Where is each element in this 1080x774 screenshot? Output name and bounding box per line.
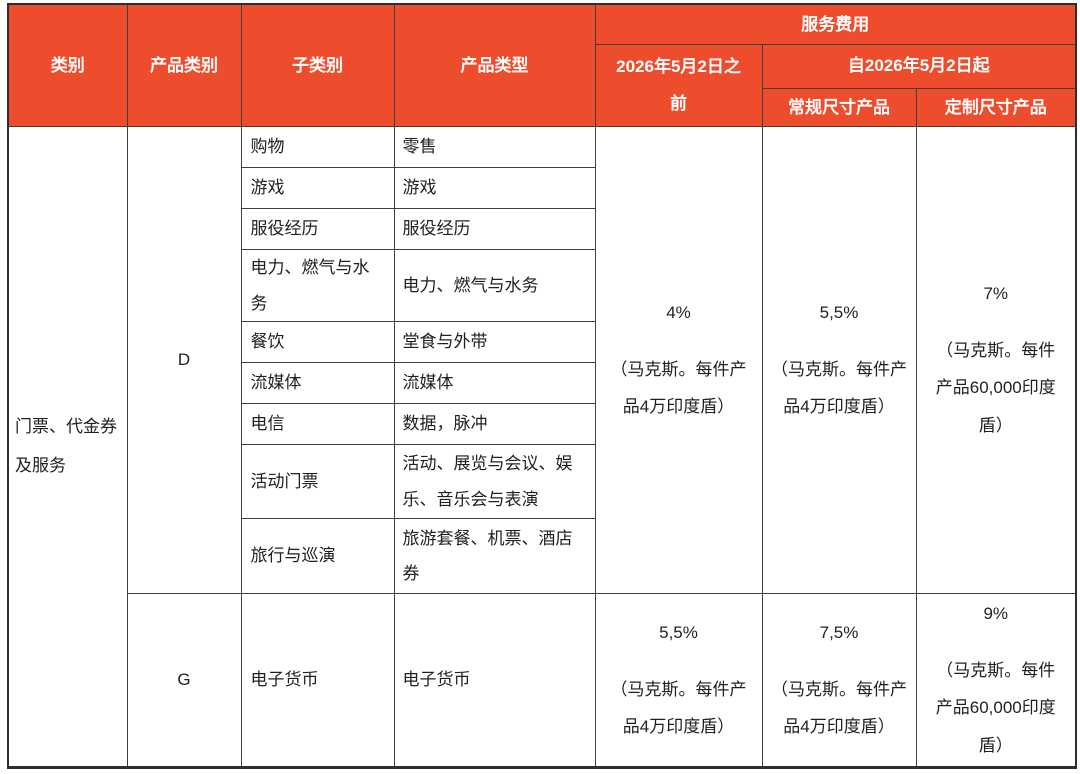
subcategory-cell: 电力、燃气与水务 bbox=[240, 248, 395, 323]
table-row: 电信 数据，脉冲 bbox=[8, 403, 1076, 446]
fee-note: （马克斯。每件产品60,000印度盾） bbox=[935, 661, 1056, 755]
product-type-cell: 活动、展览与会议、娱乐、音乐会与表演 bbox=[393, 444, 596, 520]
subcategory-cell: 购物 bbox=[240, 125, 395, 168]
fee-percent: 7,5% bbox=[819, 623, 859, 643]
product-type-cell: 游戏 bbox=[393, 166, 596, 209]
fee-cell-g-before: 5,5% （马克斯。每件产品4万印度盾） bbox=[594, 593, 763, 769]
fee-percent: 4% bbox=[666, 302, 691, 322]
product-type-cell: 数据，脉冲 bbox=[393, 403, 596, 446]
header-from-date: 自2026年5月2日起 bbox=[761, 43, 1077, 89]
product-type-cell: 旅游套餐、机票、酒店券 bbox=[393, 518, 596, 595]
fee-note: （马克斯。每件产品4万印度盾） bbox=[610, 679, 747, 737]
product-type-cell: 电子货币 bbox=[393, 593, 596, 769]
header-row-2: 2026年5月2日之前 自2026年5月2日起 bbox=[8, 43, 1077, 127]
fee-note: （马克斯。每件产品4万印度盾） bbox=[610, 359, 747, 416]
table-row: G 电子货币 电子货币 5,5% （马克斯。每件产品4万印度盾） 7,5% （马… bbox=[8, 593, 1077, 769]
product-category-cell-d: D bbox=[126, 125, 242, 595]
table-row: 电力、燃气与水务 电力、燃气与水务 bbox=[8, 248, 1076, 323]
fee-note: （马克斯。每件产品60,000印度盾） bbox=[935, 340, 1056, 435]
table-row: 游戏 游戏 bbox=[8, 166, 1076, 209]
product-type-cell: 零售 bbox=[393, 125, 596, 168]
fee-note: （马克斯。每件产品4万印度盾） bbox=[771, 359, 907, 416]
fee-percent: 7% bbox=[983, 284, 1009, 304]
category-cell: 门票、代金券及服务 bbox=[7, 125, 128, 769]
table-row: 流媒体 流媒体 bbox=[8, 362, 1076, 405]
subcategory-cell: 流媒体 bbox=[240, 362, 395, 405]
header-category: 类别 bbox=[7, 3, 128, 127]
product-category-cell-g: G bbox=[126, 593, 242, 769]
table-row: 活动门票 活动、展览与会议、娱乐、音乐会与表演 bbox=[8, 444, 1076, 520]
fee-cell-d-regular: 5,5% （马克斯。每件产品4万印度盾） bbox=[761, 125, 917, 595]
header-row-1: 类别 产品类别 子类别 产品类型 服务费用 bbox=[7, 3, 1077, 127]
product-type-cell: 电力、燃气与水务 bbox=[393, 248, 596, 323]
subcategory-cell: 电子货币 bbox=[240, 593, 395, 769]
header-sub-category: 子类别 bbox=[240, 3, 395, 127]
fee-percent: 9% bbox=[983, 604, 1009, 624]
subcategory-cell: 餐饮 bbox=[240, 321, 395, 364]
product-type-cell: 堂食与外带 bbox=[393, 321, 596, 364]
fee-cell-d-before: 4% （马克斯。每件产品4万印度盾） bbox=[594, 125, 763, 595]
table-row: 餐饮 堂食与外带 bbox=[8, 321, 1076, 364]
subcategory-cell: 活动门票 bbox=[240, 444, 395, 520]
header-product-category: 产品类别 bbox=[126, 3, 242, 127]
fee-percent: 5,5% bbox=[659, 623, 698, 643]
header-before-date: 2026年5月2日之前 bbox=[594, 43, 763, 127]
fee-note: （马克斯。每件产品4万印度盾） bbox=[771, 679, 907, 737]
subcategory-cell: 服役经历 bbox=[240, 207, 395, 250]
fee-percent: 5,5% bbox=[819, 302, 859, 322]
header-product-type: 产品类型 bbox=[393, 3, 596, 127]
table-row: 门票、代金券及服务 D 购物 零售 4% （马克斯。每件产品4万印度盾） 5,5… bbox=[7, 125, 1077, 769]
fee-cell-g-custom: 9% （马克斯。每件产品60,000印度盾） bbox=[915, 593, 1077, 769]
product-type-cell: 流媒体 bbox=[393, 362, 596, 405]
header-custom-size: 定制尺寸产品 bbox=[915, 87, 1077, 127]
fee-cell-d-custom: 7% （马克斯。每件产品60,000印度盾） bbox=[915, 125, 1077, 595]
header-service-fee: 服务费用 bbox=[594, 3, 1077, 45]
product-type-cell: 服役经历 bbox=[393, 207, 596, 250]
subcategory-cell: 游戏 bbox=[240, 166, 395, 209]
subcategory-cell: 旅行与巡演 bbox=[240, 518, 395, 595]
fee-cell-g-regular: 7,5% （马克斯。每件产品4万印度盾） bbox=[761, 593, 917, 769]
service-fee-table: 类别 产品类别 子类别 产品类型 服务费用 2026年5月2日之前 自2026年… bbox=[7, 3, 1078, 770]
table-row: 旅行与巡演 旅游套餐、机票、酒店券 bbox=[8, 518, 1076, 595]
subcategory-cell: 电信 bbox=[240, 403, 395, 446]
header-row-3: 常规尺寸产品 定制尺寸产品 bbox=[8, 87, 1077, 127]
header-regular-size: 常规尺寸产品 bbox=[761, 87, 917, 127]
